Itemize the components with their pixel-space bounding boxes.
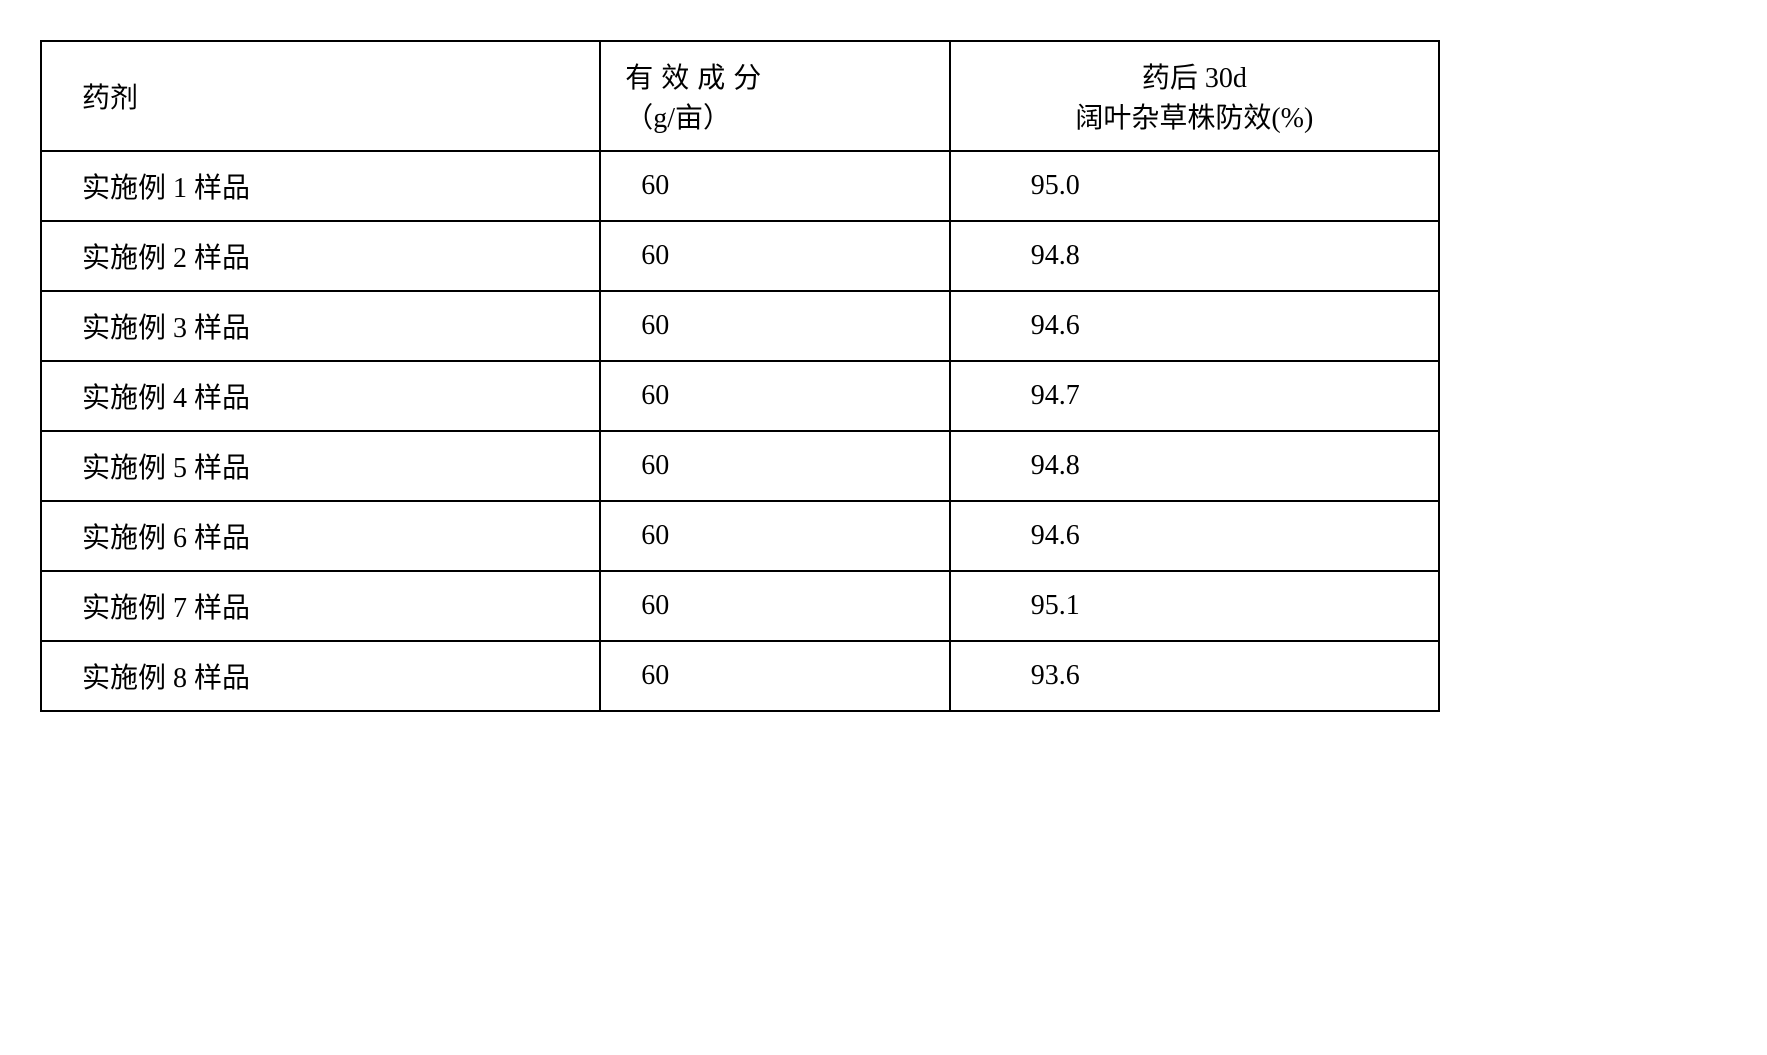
header-dose-line1: 有效成分: [625, 56, 925, 96]
cell-agent: 实施例 2 样品: [41, 221, 600, 291]
table-body: 实施例 1 样品 60 95.0 实施例 2 样品 60 94.8 实施例 3 …: [41, 151, 1439, 711]
table-row: 实施例 2 样品 60 94.8: [41, 221, 1439, 291]
cell-eff: 93.6: [950, 641, 1439, 711]
header-agent: 药剂: [41, 41, 600, 151]
cell-dose: 60: [600, 501, 950, 571]
cell-dose: 60: [600, 571, 950, 641]
table-row: 实施例 1 样品 60 95.0: [41, 151, 1439, 221]
cell-agent: 实施例 6 样品: [41, 501, 600, 571]
cell-eff: 94.8: [950, 221, 1439, 291]
table-row: 实施例 3 样品 60 94.6: [41, 291, 1439, 361]
cell-agent: 实施例 4 样品: [41, 361, 600, 431]
cell-agent: 实施例 8 样品: [41, 641, 600, 711]
cell-agent: 实施例 5 样品: [41, 431, 600, 501]
cell-dose: 60: [600, 151, 950, 221]
cell-eff: 95.0: [950, 151, 1439, 221]
cell-dose: 60: [600, 221, 950, 291]
table-row: 实施例 5 样品 60 94.8: [41, 431, 1439, 501]
header-dose: 有效成分 （g/亩）: [600, 41, 950, 151]
cell-dose: 60: [600, 361, 950, 431]
cell-eff: 94.8: [950, 431, 1439, 501]
cell-eff: 94.7: [950, 361, 1439, 431]
table-row: 实施例 7 样品 60 95.1: [41, 571, 1439, 641]
cell-eff: 94.6: [950, 291, 1439, 361]
cell-agent: 实施例 7 样品: [41, 571, 600, 641]
header-eff-line2: 阔叶杂草株防效(%): [975, 96, 1414, 136]
cell-agent: 实施例 1 样品: [41, 151, 600, 221]
header-agent-text: 药剂: [82, 83, 138, 114]
header-dose-line2: （g/亩）: [625, 96, 925, 136]
table-row: 实施例 4 样品 60 94.7: [41, 361, 1439, 431]
efficacy-table: 药剂 有效成分 （g/亩） 药后 30d 阔叶杂草株防效(%) 实施例 1 样品…: [40, 40, 1440, 712]
cell-eff: 94.6: [950, 501, 1439, 571]
cell-dose: 60: [600, 641, 950, 711]
table-row: 实施例 6 样品 60 94.6: [41, 501, 1439, 571]
table-header-row: 药剂 有效成分 （g/亩） 药后 30d 阔叶杂草株防效(%): [41, 41, 1439, 151]
cell-dose: 60: [600, 431, 950, 501]
cell-agent: 实施例 3 样品: [41, 291, 600, 361]
header-efficacy: 药后 30d 阔叶杂草株防效(%): [950, 41, 1439, 151]
cell-eff: 95.1: [950, 571, 1439, 641]
table-row: 实施例 8 样品 60 93.6: [41, 641, 1439, 711]
header-eff-line1: 药后 30d: [975, 56, 1414, 96]
cell-dose: 60: [600, 291, 950, 361]
